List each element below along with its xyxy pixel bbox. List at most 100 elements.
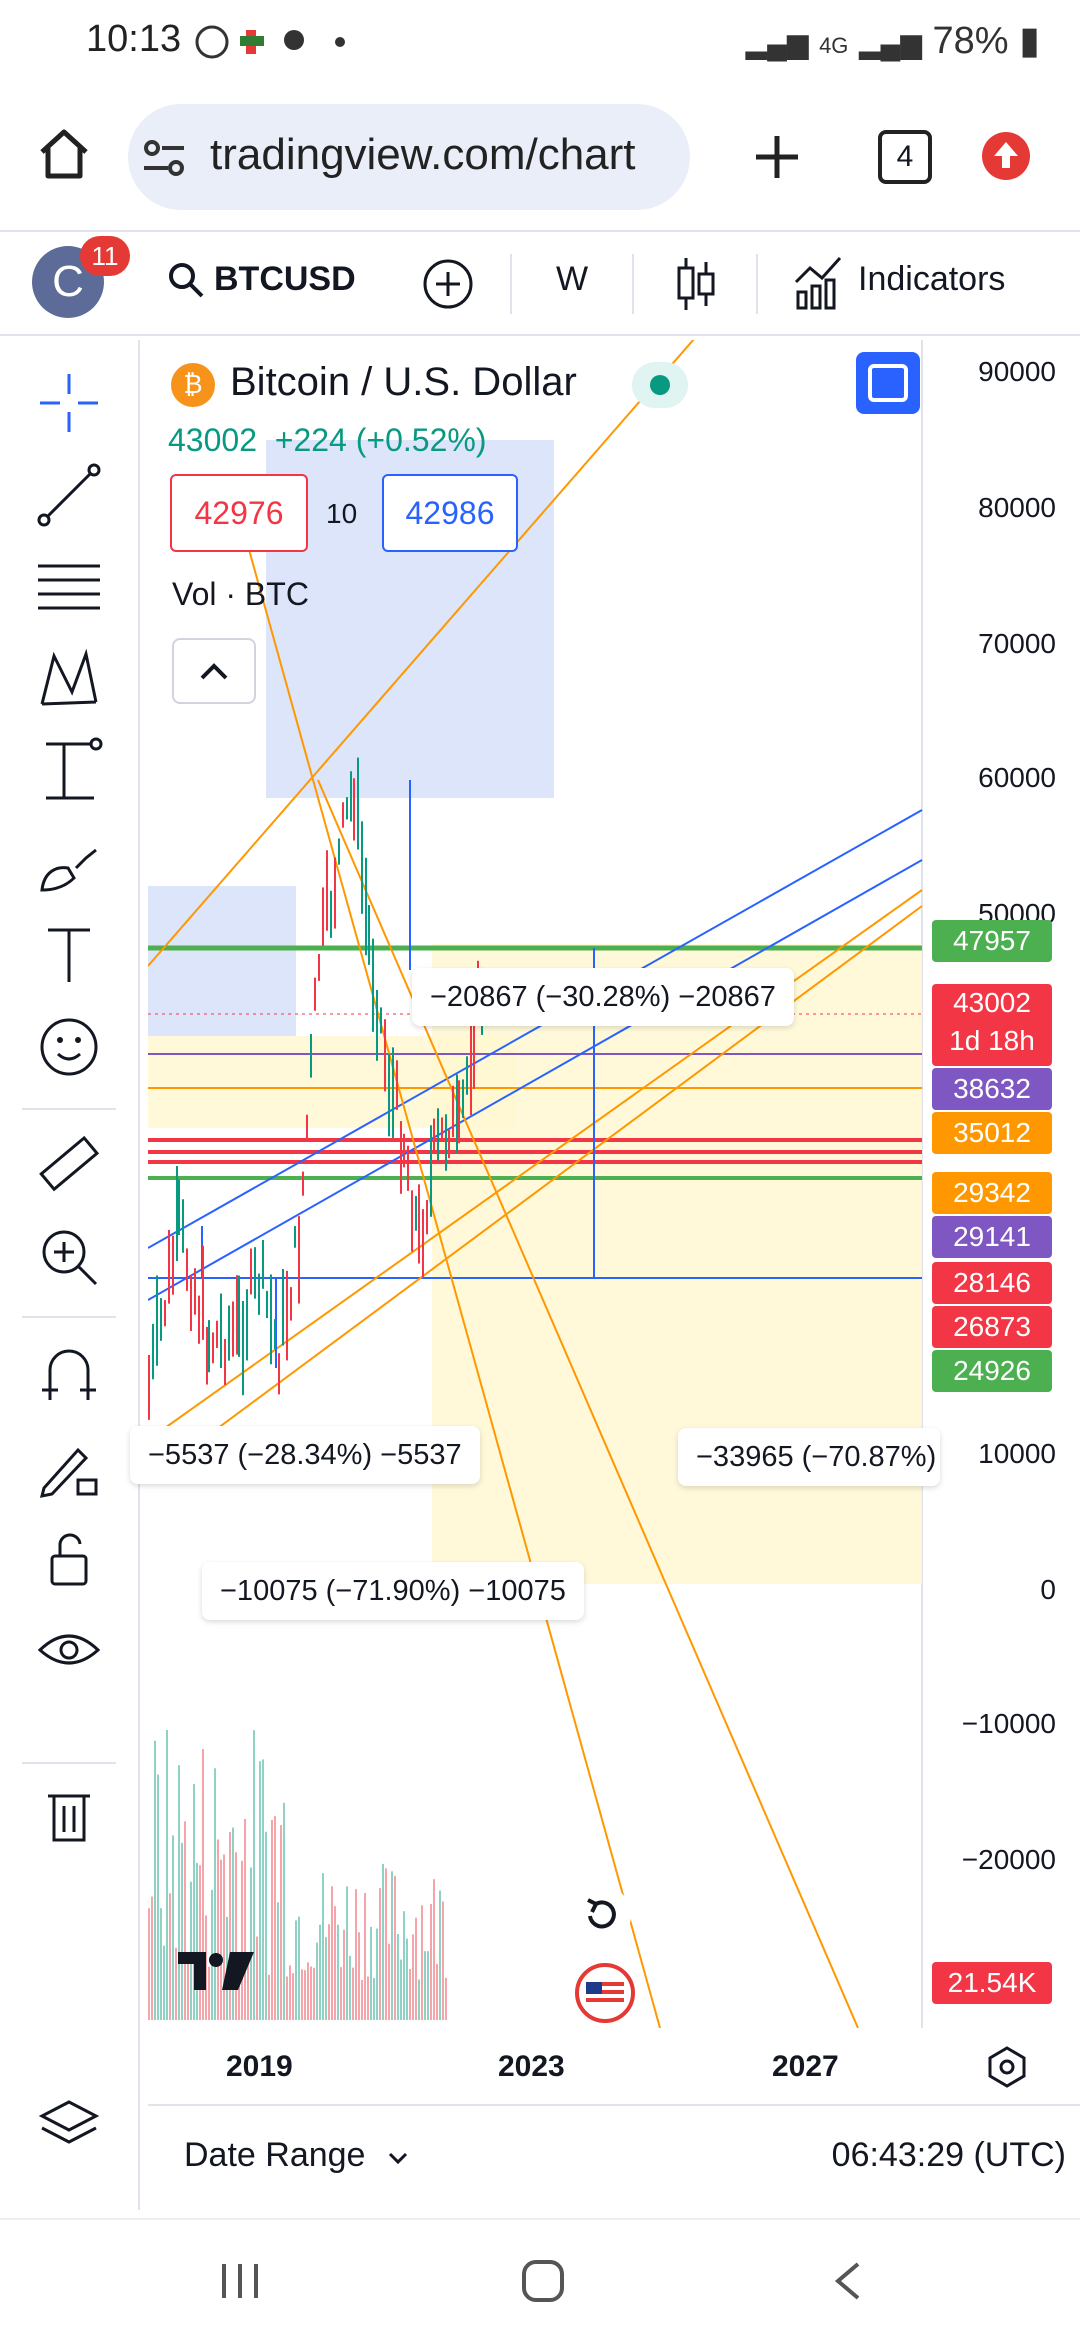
volume-bar	[427, 1951, 429, 2020]
collapse-legend-button[interactable]	[172, 638, 256, 704]
home-nav-icon[interactable]	[520, 2258, 566, 2304]
unlock-icon[interactable]	[34, 1524, 104, 1594]
volume-bar	[223, 1854, 225, 2020]
fullscreen-icon[interactable]	[856, 352, 920, 414]
zoom-in-icon[interactable]	[34, 1222, 104, 1292]
price-label: 29342	[932, 1172, 1052, 1214]
volume-bar	[295, 1920, 297, 2020]
battery-percent: 78%	[932, 20, 1009, 62]
volume-bar	[148, 1908, 150, 2020]
trend-line	[148, 340, 695, 967]
fib-retracement-icon[interactable]	[34, 552, 104, 622]
trend-line-icon[interactable]	[34, 460, 104, 530]
sell-price-box[interactable]: 42976	[170, 474, 308, 552]
volume-bar	[247, 1957, 249, 2020]
app-notification-icons	[195, 25, 345, 59]
volume-bar	[238, 1979, 240, 2020]
volume-bar	[154, 1740, 156, 2020]
candles-icon[interactable]	[674, 254, 718, 314]
volume-bar	[202, 1749, 204, 2020]
status-time: 10:13	[86, 18, 182, 60]
notification-icons	[190, 20, 350, 72]
brush-icon[interactable]	[34, 828, 104, 898]
site-settings-icon[interactable]	[140, 134, 190, 184]
magnet-icon[interactable]	[34, 1340, 104, 1410]
tab-switcher-button[interactable]: 4	[878, 130, 932, 184]
emoji-icon[interactable]	[34, 1012, 104, 1082]
url-text: tradingview.com/chart	[210, 130, 636, 179]
volume-bar	[385, 1868, 387, 2020]
volume-bar	[274, 1816, 276, 2020]
lock-drawings-icon[interactable]	[34, 1432, 104, 1502]
volume-bar	[316, 1942, 318, 2020]
reset-chart-icon[interactable]	[570, 1884, 632, 1946]
volume-bar	[436, 1963, 438, 2020]
home-icon[interactable]	[36, 126, 92, 182]
volume-bar	[301, 1969, 303, 2020]
volume-bar	[418, 1979, 420, 2020]
volume-bar	[268, 1974, 270, 2020]
indicators-button[interactable]: Indicators	[858, 260, 1006, 298]
trend-line	[148, 859, 923, 1301]
last-price-label: 43002 1d 18h	[932, 984, 1052, 1066]
volume-bar	[256, 1936, 258, 2020]
utc-clock[interactable]: 06:43:29 (UTC)	[831, 2136, 1066, 2174]
trend-line	[317, 779, 859, 2028]
volume-bar	[163, 1945, 165, 2020]
layers-icon[interactable]	[34, 2092, 104, 2162]
ruler-icon[interactable]	[34, 1130, 104, 1200]
volume-bar	[283, 1802, 285, 2020]
signal-icon: ▂▄▆	[745, 28, 809, 59]
bitcoin-logo-icon: ₿	[171, 363, 215, 407]
volume-bar	[439, 1890, 441, 2020]
us-flag-icon[interactable]	[574, 1962, 636, 2024]
update-icon[interactable]	[980, 130, 1032, 182]
indicators-icon[interactable]	[792, 252, 844, 312]
back-icon[interactable]	[828, 2260, 868, 2302]
price-label: 38632	[932, 1068, 1052, 1110]
divider	[756, 254, 758, 314]
volume-bar	[343, 1929, 345, 2020]
new-tab-icon[interactable]	[752, 132, 802, 182]
forecast-icon[interactable]	[34, 736, 104, 806]
trash-icon[interactable]	[34, 1780, 104, 1850]
volume-bar	[328, 1924, 330, 2020]
volume-bar	[229, 1831, 231, 2020]
volume-bar	[367, 1976, 369, 2020]
text-icon[interactable]	[34, 920, 104, 990]
system-nav-bar	[0, 2218, 1080, 2342]
volume-bar	[415, 1917, 417, 2020]
interval-button[interactable]: W	[556, 260, 589, 298]
volume-bar	[217, 1839, 219, 2020]
symbol-search[interactable]: BTCUSD	[214, 260, 356, 298]
address-bar[interactable]	[128, 104, 690, 210]
compare-add-icon[interactable]	[422, 258, 474, 310]
date-range-button[interactable]: Date Range	[184, 2136, 366, 2174]
buy-price-box[interactable]: 42986	[382, 474, 518, 552]
volume-bar	[403, 1911, 405, 2020]
hide-eye-icon[interactable]	[34, 1616, 104, 1686]
volume-bar	[352, 1967, 354, 2020]
volume-bar	[244, 1818, 246, 2020]
volume-bar	[397, 1933, 399, 2020]
volume-bar	[388, 1943, 390, 2020]
y-axis-label: −10000	[961, 1708, 1056, 1739]
search-icon[interactable]	[166, 260, 206, 300]
volume-bar	[220, 1859, 222, 2020]
pattern-icon[interactable]	[34, 644, 104, 714]
volume-bar	[325, 1937, 327, 2020]
volume-bar	[298, 1916, 300, 2020]
battery-icon: ▮	[1019, 20, 1040, 62]
volume-bar	[166, 1729, 168, 2020]
volume-bar	[445, 1977, 447, 2020]
volume-value-label: 21.54K	[932, 1962, 1052, 2004]
measure-label: −20867 (−30.28%) −20867	[412, 968, 794, 1026]
recent-apps-icon[interactable]	[218, 2260, 264, 2302]
chart-settings-icon[interactable]	[984, 2044, 1030, 2090]
trend-line	[148, 809, 923, 1249]
volume-bar	[319, 1924, 321, 2020]
volume-bar	[334, 1906, 336, 2020]
crosshair-icon[interactable]	[34, 368, 104, 438]
market-status-icon[interactable]	[632, 362, 688, 408]
volume-bar	[262, 1759, 264, 2020]
